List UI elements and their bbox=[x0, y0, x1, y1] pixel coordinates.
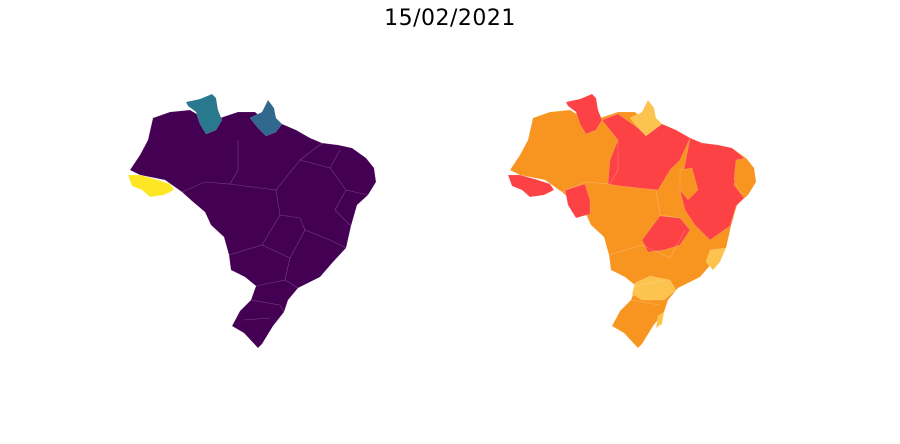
state-sao-paulo-light bbox=[631, 275, 677, 301]
state-ceara-orange bbox=[733, 157, 757, 196]
state-borders-right bbox=[561, 140, 686, 306]
state-roraima bbox=[185, 93, 223, 135]
state-rio-light bbox=[705, 247, 727, 271]
state-sc-light bbox=[655, 311, 665, 329]
state-para-red bbox=[601, 113, 691, 191]
state-northeast-red bbox=[679, 137, 745, 241]
state-borders-left bbox=[181, 140, 369, 321]
state-roraima-red bbox=[565, 93, 603, 135]
state-piaui-orange bbox=[679, 167, 699, 201]
state-rondonia-red bbox=[564, 183, 591, 219]
state-goias-red bbox=[641, 215, 691, 253]
figure-title: 15/02/2021 bbox=[384, 6, 516, 31]
state-acre bbox=[127, 174, 175, 198]
state-acre-red bbox=[507, 174, 555, 198]
state-amapa bbox=[249, 99, 283, 137]
